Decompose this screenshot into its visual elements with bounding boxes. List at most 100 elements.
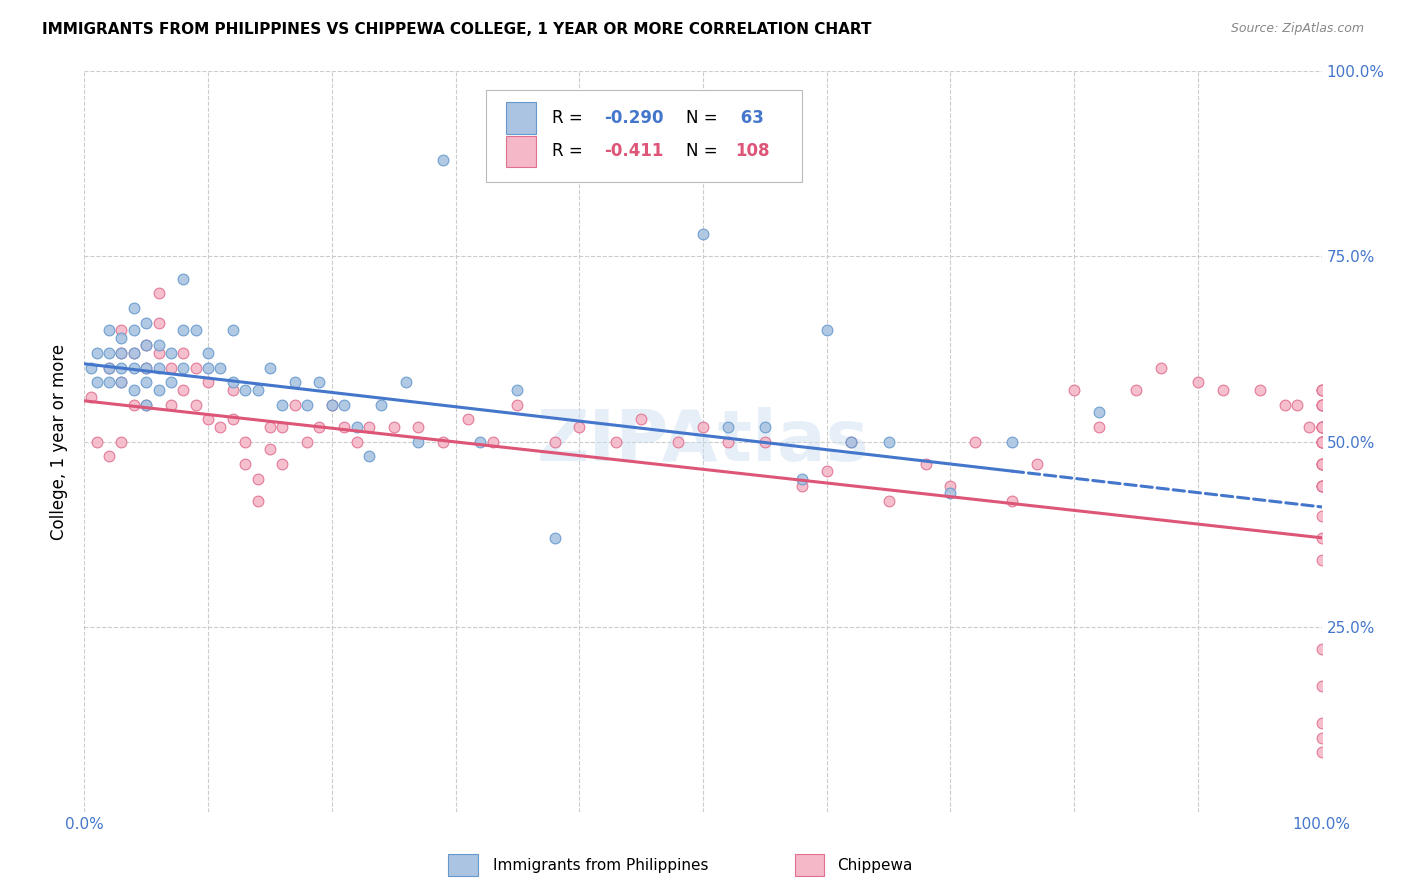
Point [543,531,565,545]
Point [222,376,245,390]
Point [148,338,170,352]
Point [717,434,740,449]
Point [1001,493,1024,508]
Point [1310,383,1333,397]
Point [259,360,281,375]
Point [295,398,318,412]
Point [184,324,207,338]
Point [939,486,962,500]
Point [1310,398,1333,412]
Point [1310,419,1333,434]
Point [172,324,194,338]
Point [333,398,356,412]
Point [1310,715,1333,730]
Point [1125,383,1147,397]
Point [877,493,900,508]
Point [1285,398,1308,412]
Point [197,412,219,426]
Point [382,419,405,434]
Point [135,376,157,390]
Point [432,434,454,449]
Point [1063,383,1085,397]
Point [1310,434,1333,449]
Point [666,434,689,449]
Point [110,360,132,375]
Point [110,345,132,359]
Point [122,398,145,412]
Point [110,324,132,338]
Point [135,398,157,412]
Point [1298,419,1320,434]
Point [110,376,132,390]
Point [86,434,108,449]
Point [246,471,269,485]
Text: Source: ZipAtlas.com: Source: ZipAtlas.com [1230,22,1364,36]
Point [395,376,418,390]
Point [1310,383,1333,397]
Point [506,398,529,412]
Point [1310,479,1333,493]
Point [1310,434,1333,449]
Point [197,360,219,375]
Y-axis label: College, 1 year or more: College, 1 year or more [51,343,69,540]
Point [1310,479,1333,493]
Point [1310,641,1333,656]
Point [1212,383,1234,397]
FancyBboxPatch shape [506,136,536,167]
Text: Immigrants from Philippines: Immigrants from Philippines [492,857,709,872]
Point [506,383,529,397]
Point [1001,434,1024,449]
Point [1310,553,1333,567]
Point [233,457,256,471]
Point [1310,398,1333,412]
Point [815,464,838,478]
Point [1310,679,1333,693]
Point [160,360,183,375]
Point [148,383,170,397]
Point [1310,398,1333,412]
Point [172,271,194,285]
Point [346,419,368,434]
Point [160,376,183,390]
Point [692,227,714,242]
Point [1249,383,1271,397]
Point [1310,419,1333,434]
Point [1310,419,1333,434]
Point [408,434,430,449]
FancyBboxPatch shape [794,854,824,876]
FancyBboxPatch shape [449,854,478,876]
Point [790,479,813,493]
Point [98,360,121,375]
Text: N =: N = [686,143,723,161]
Point [1310,434,1333,449]
Point [284,376,307,390]
Point [110,331,132,345]
Point [877,434,900,449]
Point [172,360,194,375]
Point [308,376,330,390]
Point [346,434,368,449]
Point [457,412,479,426]
Point [308,419,330,434]
Text: -0.290: -0.290 [605,109,664,127]
Point [1274,398,1296,412]
Point [135,338,157,352]
Point [172,383,194,397]
Point [605,434,627,449]
Point [197,376,219,390]
Point [148,286,170,301]
Point [1310,398,1333,412]
Text: 108: 108 [735,143,769,161]
Point [568,419,591,434]
Point [790,471,813,485]
Text: Chippewa: Chippewa [837,857,912,872]
Point [79,360,101,375]
Point [110,376,132,390]
Point [122,383,145,397]
Point [543,434,565,449]
Point [1310,457,1333,471]
Point [370,398,392,412]
Point [1310,508,1333,523]
Point [246,383,269,397]
Point [222,324,245,338]
